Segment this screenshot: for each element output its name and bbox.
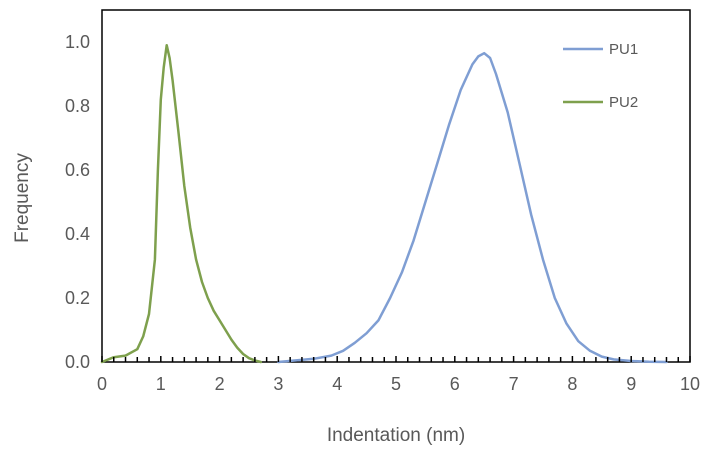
x-tick-label: 7 [509,374,519,394]
x-axis-ticks: 0 1 2 3 4 5 6 7 8 9 10 [97,356,700,394]
y-tick-label: 0.8 [65,96,90,116]
y-tick-label: 0.4 [65,224,90,244]
x-tick-label: 5 [391,374,401,394]
legend-label-pu1: PU1 [609,41,638,58]
x-tick-label: 3 [273,374,283,394]
y-tick-label: 0.2 [65,288,90,308]
x-tick-label: 1 [156,374,166,394]
series-line-pu1 [277,51,668,364]
x-tick-label: 8 [567,374,577,394]
legend: PU1 PU2 [563,41,638,111]
x-axis-title: Indentation (nm) [327,425,465,446]
x-tick-label: 6 [450,374,460,394]
series-layer [100,43,668,364]
legend-label-pu2: PU2 [609,94,638,111]
y-axis-title: Frequency [12,153,33,243]
y-tick-label: 1.0 [65,32,90,52]
x-tick-label: 4 [332,374,342,394]
x-tick-label: 2 [215,374,225,394]
x-tick-label: 9 [626,374,636,394]
x-tick-label: 10 [680,374,700,394]
y-axis-ticks: 0.0 0.2 0.4 0.6 0.8 1.0 [65,32,90,372]
series-line-pu2 [100,43,263,364]
y-tick-label: 0.6 [65,160,90,180]
x-tick-label: 0 [97,374,107,394]
y-tick-label: 0.0 [65,352,90,372]
